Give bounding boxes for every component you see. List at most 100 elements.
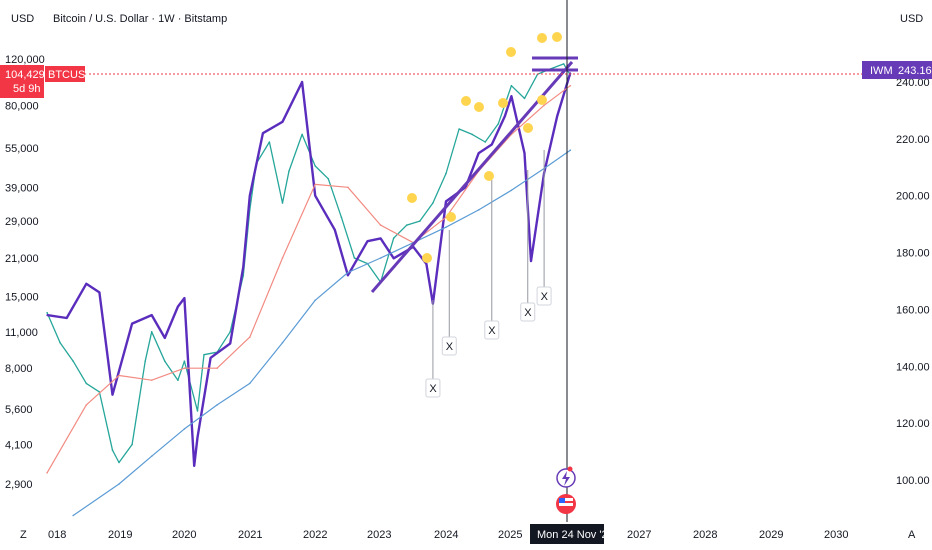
iwm-point	[242, 266, 245, 268]
iwm-point	[504, 115, 506, 117]
moving-average-blue-point	[150, 455, 153, 458]
btcusd-point	[353, 257, 356, 259]
left-axis-tick-label: 55,000	[5, 143, 39, 155]
left-axis-tick-label: 39,000	[5, 182, 39, 194]
time-axis-tick-label: 2020	[172, 529, 196, 541]
yellow-marker[interactable]	[552, 32, 562, 42]
right-axis-tick-label: 220.00	[896, 134, 930, 146]
btcusd-point	[177, 379, 179, 382]
moving-average-blue-point	[249, 382, 251, 385]
iwm-point	[379, 237, 382, 240]
btcusd-point	[59, 341, 61, 344]
btc-countdown: 5d 9h	[13, 83, 41, 95]
time-axis-tick-label: 2019	[108, 529, 132, 541]
alert-dot	[567, 466, 573, 472]
marker-label: X	[524, 307, 532, 319]
iwm-point	[523, 152, 526, 154]
yellow-marker[interactable]	[422, 253, 432, 263]
time-axis-tick-label: 2028	[693, 529, 717, 541]
moving-average-red-point	[118, 374, 120, 377]
btcusd-point	[445, 172, 447, 175]
yellow-marker[interactable]	[461, 96, 471, 106]
yellow-marker[interactable]	[506, 47, 516, 57]
yellow-marker[interactable]	[484, 171, 494, 181]
event-icons[interactable]	[556, 466, 576, 515]
btcusd-point	[85, 382, 88, 385]
iwm-point	[193, 465, 195, 467]
yellow-marker[interactable]	[537, 33, 547, 43]
yellow-markers	[407, 32, 562, 263]
left-currency-label: USD	[11, 13, 34, 25]
time-axis-tick-label: 2024	[434, 529, 458, 541]
yellow-marker[interactable]	[523, 123, 533, 133]
marker-box[interactable]	[484, 320, 500, 340]
iwm-point	[510, 95, 513, 97]
moving-average-red-point	[183, 367, 186, 370]
btcusd-point	[203, 353, 205, 356]
moving-average-red-point	[347, 186, 349, 189]
marker-box[interactable]	[425, 378, 441, 398]
left-axis-tick-label: 15,000	[5, 291, 39, 303]
iwm-point	[249, 194, 251, 197]
btc-price-value: 104,429	[5, 69, 45, 81]
marker-box[interactable]	[520, 302, 536, 322]
moving-average-blue-point	[379, 257, 382, 259]
moving-average-red-point	[281, 257, 284, 259]
moving-average-red-point	[150, 379, 153, 382]
yellow-marker[interactable]	[498, 98, 508, 108]
btcusd-point	[523, 97, 526, 100]
right-axis-tick-label: 140.00	[896, 361, 930, 373]
btcusd-point	[458, 128, 460, 130]
iwm-symbol-label: IWM	[870, 65, 893, 77]
time-axis-tick-label: 2025	[498, 529, 522, 541]
moving-average-blue-point	[477, 209, 480, 211]
btcusd-point	[419, 220, 421, 222]
iwm-point	[477, 152, 480, 154]
marker-box[interactable]	[441, 336, 457, 356]
bottom-left-glyph[interactable]: Z	[20, 529, 27, 541]
btcusd-point	[497, 123, 500, 125]
btcusd-point	[314, 165, 317, 167]
btcusd-point	[164, 360, 166, 363]
iwm-point	[262, 132, 264, 134]
moving-average-blue-point	[510, 189, 513, 192]
time-axis-tick-label: 2030	[824, 529, 848, 541]
moving-average-red-point	[314, 183, 317, 186]
left-price-axis[interactable]: 120,000 80,000 55,000 39,000 29,000 21,000 15,…	[5, 54, 45, 491]
btcusd-point	[150, 331, 153, 333]
series-layer	[46, 63, 572, 517]
yellow-marker[interactable]	[407, 193, 417, 203]
iwm-price-tag: IWM 243.16	[862, 61, 932, 79]
right-currency-label: USD	[900, 13, 923, 25]
time-axis[interactable]: 018 2019 2020 2021 2022 2023 2024 2025 2027 2028 2…	[48, 529, 848, 541]
btcusd-point	[327, 178, 330, 180]
iwm-point	[98, 291, 101, 294]
yellow-marker[interactable]	[537, 95, 547, 105]
iwm-point	[85, 283, 88, 285]
crosshair-date: Mon 24 Nov '25	[537, 529, 614, 541]
moving-average-blue-point	[72, 514, 74, 517]
btc-price-tag: 104,429 5d 9h BTCUSD	[0, 65, 93, 98]
moving-average-blue-series-line[interactable]	[72, 149, 571, 516]
btcusd-point	[268, 141, 271, 143]
right-price-axis[interactable]: 240.00 220.00 200.00 180.00 160.00 140.00 120.…	[896, 77, 930, 487]
left-axis-tick-label: 5,600	[5, 404, 33, 416]
moving-average-red-point	[249, 336, 251, 338]
iwm-point	[347, 274, 349, 277]
marker-box[interactable]	[536, 286, 552, 306]
btcusd-point	[484, 141, 487, 143]
yellow-marker[interactable]	[446, 212, 456, 222]
iwm-point	[111, 393, 114, 396]
left-axis-tick-label: 4,100	[5, 439, 33, 451]
btcusd-point	[288, 170, 290, 172]
btcusd-point	[144, 360, 146, 363]
moving-average-blue-point	[445, 226, 447, 228]
moving-average-blue-point	[347, 271, 349, 274]
bottom-right-glyph[interactable]: A	[908, 529, 916, 541]
iwm-point	[425, 263, 428, 265]
left-axis-tick-label: 80,000	[5, 100, 39, 112]
moving-average-blue-point	[118, 483, 120, 485]
right-axis-tick-label: 160.00	[896, 304, 930, 316]
yellow-marker[interactable]	[474, 102, 484, 112]
